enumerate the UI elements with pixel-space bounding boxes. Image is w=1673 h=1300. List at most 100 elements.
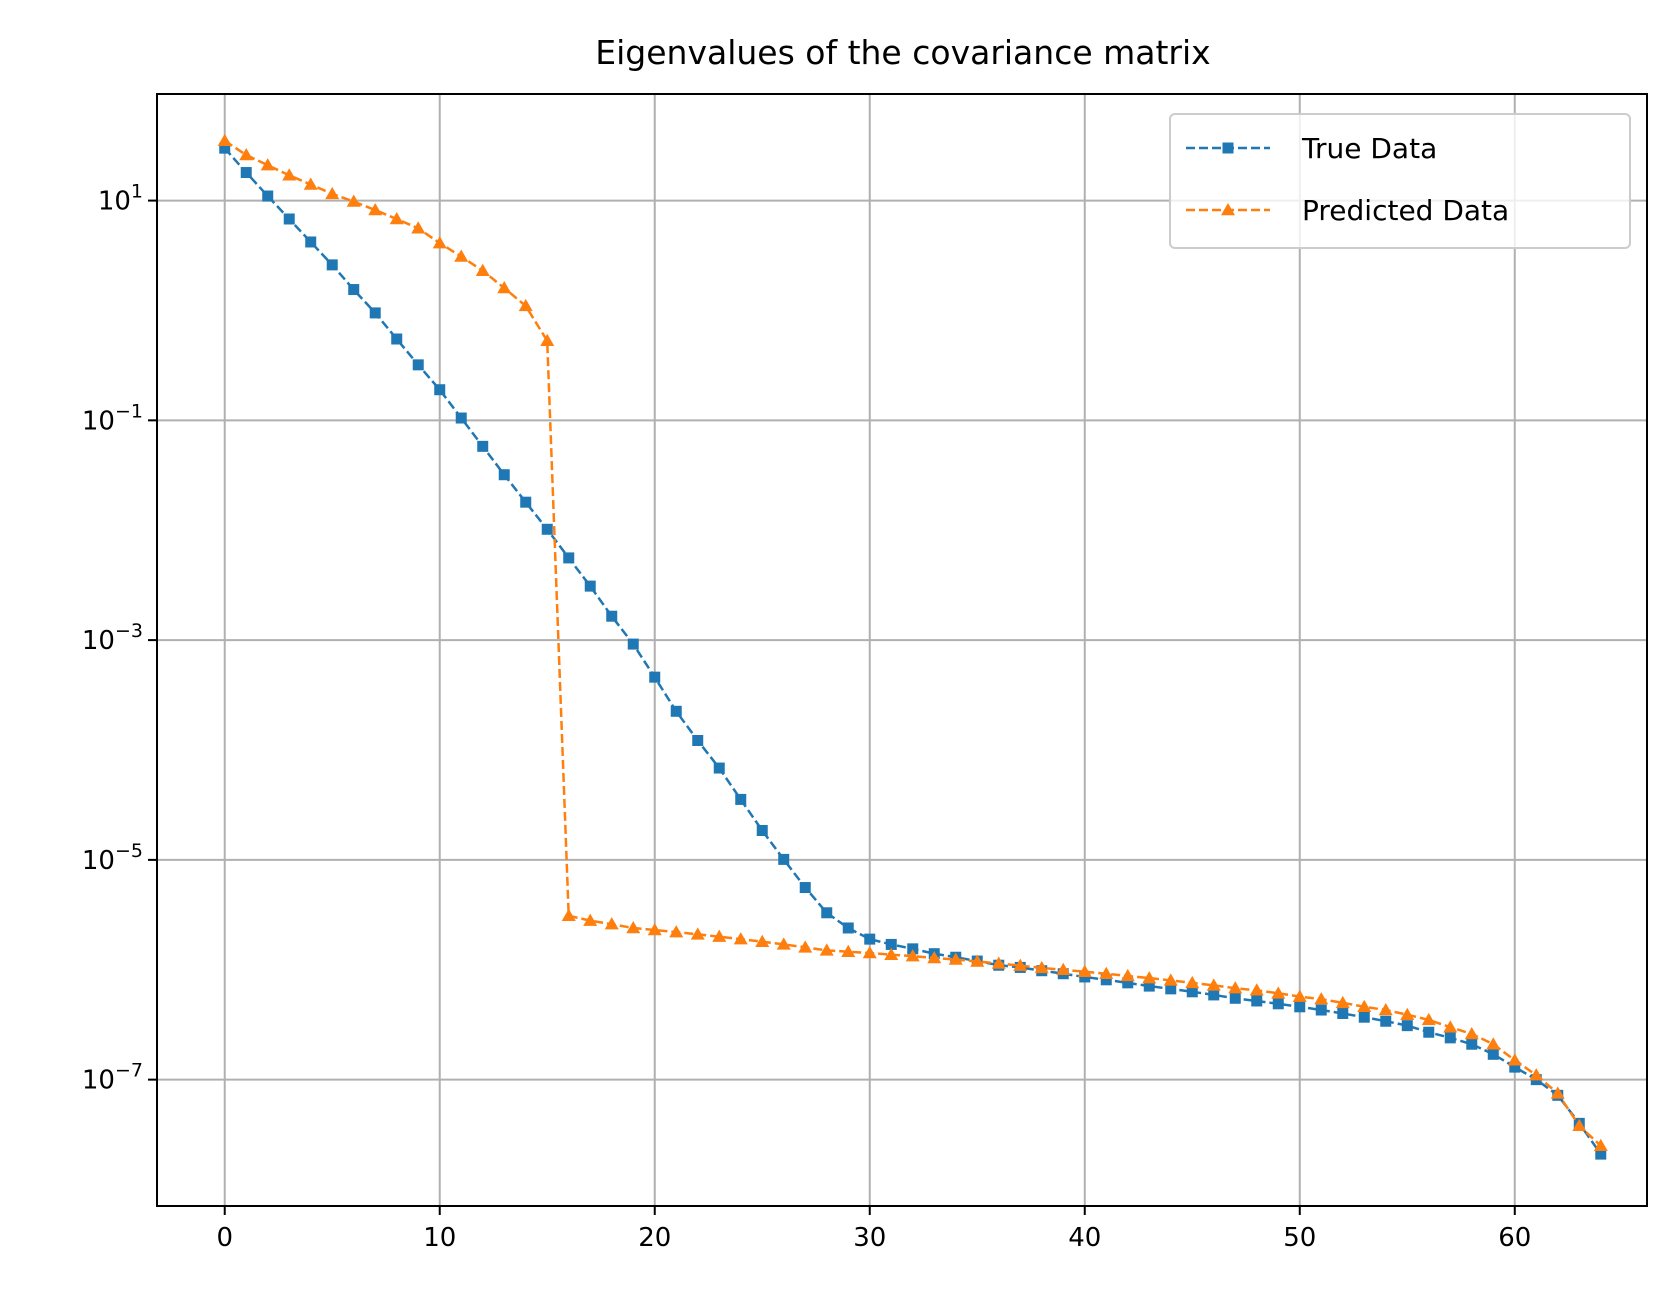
data-point — [348, 284, 360, 296]
series-predicted-data — [217, 133, 1608, 1152]
data-point — [1487, 1048, 1499, 1060]
data-point — [604, 917, 619, 930]
data-point — [1444, 1032, 1456, 1044]
data-point — [217, 133, 232, 147]
data-point — [1529, 1068, 1544, 1081]
data-point — [1466, 1038, 1478, 1050]
data-point — [455, 412, 467, 424]
data-point — [434, 384, 446, 396]
data-point — [927, 950, 942, 964]
data-point — [842, 922, 854, 934]
data-point — [712, 929, 727, 942]
data-point — [1423, 1026, 1435, 1038]
data-point — [239, 147, 254, 161]
data-point — [325, 186, 340, 200]
data-point — [540, 333, 555, 347]
data-point — [1077, 964, 1092, 977]
data-point — [627, 638, 639, 650]
y-tick-label: 101 — [98, 181, 143, 217]
data-point — [584, 580, 596, 592]
x-axis: 0 10 20 30 40 50 60 — [216, 1206, 1531, 1253]
y-axis: 101 10−1 10−3 10−5 10−7 — [82, 181, 157, 1096]
data-point — [1100, 974, 1112, 986]
data-point — [518, 298, 533, 312]
data-point — [219, 142, 231, 154]
data-point — [1294, 1001, 1306, 1013]
data-point — [776, 937, 791, 950]
data-point — [1272, 998, 1284, 1010]
data-point — [1120, 968, 1135, 982]
legend-box — [1169, 113, 1631, 249]
x-tick-label: 40 — [1068, 1223, 1101, 1253]
data-point — [454, 249, 469, 262]
data-point — [1358, 1011, 1370, 1023]
data-point — [1486, 1037, 1501, 1050]
data-point — [669, 925, 684, 938]
data-point — [649, 671, 661, 683]
data-point — [905, 949, 920, 962]
data-point — [475, 263, 490, 276]
data-point — [1507, 1053, 1522, 1066]
data-point — [498, 469, 510, 481]
data-point — [305, 236, 317, 248]
data-point — [907, 943, 919, 955]
data-point — [1251, 995, 1263, 1007]
data-point — [1185, 975, 1200, 989]
data-point — [692, 735, 704, 747]
data-point — [412, 359, 424, 371]
data-point — [1186, 986, 1198, 998]
data-point — [864, 933, 876, 945]
data-point — [606, 610, 618, 622]
data-point — [1314, 992, 1329, 1005]
data-point — [561, 908, 576, 922]
data-point — [1292, 989, 1307, 1002]
data-point — [1550, 1086, 1565, 1099]
data-point — [477, 440, 489, 452]
grid — [157, 94, 1647, 1206]
data-point — [1142, 971, 1157, 984]
data-point — [411, 221, 426, 234]
legend-label: Predicted Data — [1302, 194, 1509, 227]
data-point — [1122, 977, 1134, 989]
data-point — [262, 190, 274, 202]
data-point — [1163, 973, 1178, 986]
data-point — [1357, 999, 1372, 1013]
data-point — [1228, 981, 1243, 994]
data-point — [1206, 978, 1221, 991]
data-point — [626, 920, 641, 934]
legend-marker — [1222, 142, 1234, 154]
data-point — [1143, 980, 1155, 992]
data-point — [735, 793, 747, 805]
data-point — [1401, 1020, 1413, 1032]
legend-item: Predicted Data — [1186, 194, 1509, 227]
data-point — [1464, 1027, 1479, 1040]
data-point — [432, 236, 447, 249]
data-point — [520, 496, 532, 508]
x-tick-label: 0 — [216, 1223, 233, 1253]
data-point — [819, 943, 834, 956]
data-point — [1249, 983, 1264, 996]
data-point — [1572, 1118, 1587, 1132]
data-point — [991, 956, 1006, 969]
chart-title: Eigenvalues of the covariance matrix — [595, 33, 1210, 72]
plot-frame — [156, 93, 1648, 1207]
legend-label: True Data — [1301, 132, 1437, 165]
data-point — [541, 523, 553, 535]
data-point — [260, 158, 275, 171]
data-point — [369, 307, 381, 319]
x-tick-label: 10 — [423, 1223, 456, 1253]
data-point — [1208, 989, 1220, 1001]
data-point — [690, 927, 705, 940]
data-point — [948, 952, 963, 965]
data-point — [303, 177, 318, 190]
data-point — [1443, 1020, 1458, 1033]
data-point — [733, 932, 748, 945]
data-point — [1013, 958, 1028, 971]
data-point — [389, 211, 404, 225]
data-point — [1229, 992, 1241, 1004]
data-point — [1034, 960, 1049, 974]
data-point — [1099, 966, 1114, 979]
data-point — [326, 259, 338, 271]
legend: True Data Predicted Data — [1169, 113, 1631, 249]
